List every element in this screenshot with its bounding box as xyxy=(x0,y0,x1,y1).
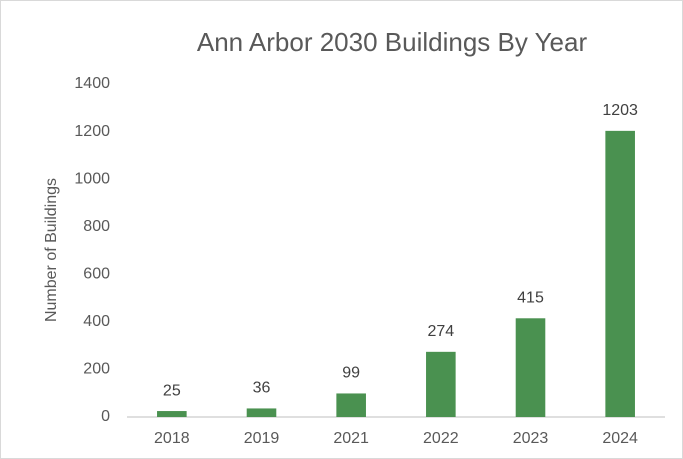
bar xyxy=(426,351,456,417)
bar xyxy=(246,408,277,417)
bar xyxy=(336,393,366,417)
data-label: 36 xyxy=(253,380,271,397)
data-label: 25 xyxy=(163,382,181,399)
bar xyxy=(157,411,187,417)
x-tick-label: 2022 xyxy=(423,430,459,447)
x-tick-label: 2023 xyxy=(513,430,549,447)
y-tick-label: 0 xyxy=(101,408,110,425)
data-label: 1203 xyxy=(602,102,638,119)
x-tick-label: 2024 xyxy=(602,430,638,447)
y-tick-label: 1000 xyxy=(74,170,110,187)
y-tick-label: 200 xyxy=(83,361,110,378)
data-label: 415 xyxy=(517,290,544,307)
y-tick-label: 800 xyxy=(83,218,110,235)
x-tick-label: 2019 xyxy=(244,430,280,447)
x-tick-label: 2018 xyxy=(154,430,190,447)
data-label: 99 xyxy=(342,365,360,382)
bar xyxy=(605,130,635,418)
data-label: 274 xyxy=(427,323,454,340)
x-tick-label: 2021 xyxy=(333,430,369,447)
y-tick-label: 1200 xyxy=(74,123,110,140)
y-tick-label: 600 xyxy=(83,266,110,283)
bar xyxy=(515,318,546,417)
y-axis-label: Number of Buildings xyxy=(43,178,60,322)
y-tick-label: 1400 xyxy=(74,75,110,92)
chart-title: Ann Arbor 2030 Buildings By Year xyxy=(197,27,588,57)
y-tick-label: 400 xyxy=(83,313,110,330)
